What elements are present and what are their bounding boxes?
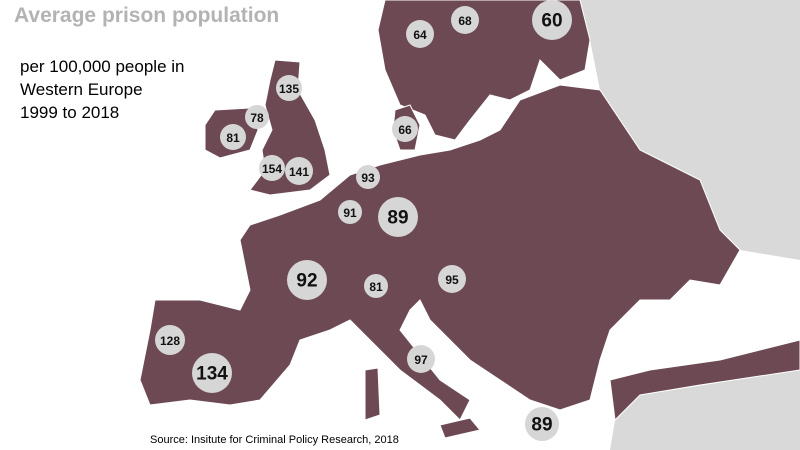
- bubble: [276, 75, 302, 101]
- bubble: [525, 407, 559, 441]
- bubble: [356, 165, 380, 189]
- bubble-label: 78: [250, 111, 264, 125]
- subtitle: 1999 to 2018: [20, 103, 119, 122]
- bubble: [392, 116, 418, 142]
- source: Source: Insitute for Criminal Policy Res…: [150, 434, 399, 446]
- bubble-label: 128: [160, 334, 180, 348]
- bubble-label: 134: [196, 364, 228, 385]
- island: [439, 417, 481, 439]
- bubble: [192, 353, 232, 393]
- bubble: [220, 124, 246, 150]
- bubble-label: 97: [414, 353, 428, 367]
- bubble-label: 135: [279, 82, 299, 96]
- bubble-label: 141: [289, 165, 309, 179]
- subtitle: per 100,000 people in: [20, 57, 184, 76]
- bubble-label: 93: [361, 171, 375, 185]
- bubble: [245, 105, 269, 129]
- bubble: [406, 20, 434, 48]
- bubble: [364, 274, 388, 298]
- bubble: [451, 6, 479, 34]
- bubble-label: 154: [262, 162, 282, 176]
- bubble-label: 89: [531, 415, 552, 436]
- bubble: [155, 325, 185, 355]
- outer-land: [610, 370, 800, 450]
- bubble-label: 68: [458, 14, 472, 28]
- title: Average prison population: [14, 4, 279, 27]
- bubble-label: 92: [296, 271, 317, 292]
- mainland: [139, 84, 741, 421]
- bubble-label: 89: [387, 208, 408, 229]
- bubble: [287, 260, 327, 300]
- bubble: [378, 197, 418, 237]
- bubble-label: 91: [343, 206, 357, 220]
- bubble-label: 66: [398, 123, 412, 137]
- subtitle: Western Europe: [20, 80, 143, 99]
- bubble-label: 64: [413, 28, 427, 42]
- island: [364, 367, 381, 421]
- bubble-label: 81: [369, 280, 383, 294]
- east-land: [609, 339, 800, 422]
- bubble: [285, 157, 313, 185]
- bubble: [259, 155, 285, 181]
- bubble-label: 81: [226, 131, 240, 145]
- bubble-label: 60: [541, 11, 562, 32]
- bubble: [532, 0, 572, 40]
- outer-land: [575, 0, 800, 260]
- bubble-label: 95: [445, 273, 459, 287]
- bubble: [338, 200, 362, 224]
- bubble: [438, 265, 466, 293]
- bubble: [407, 345, 435, 373]
